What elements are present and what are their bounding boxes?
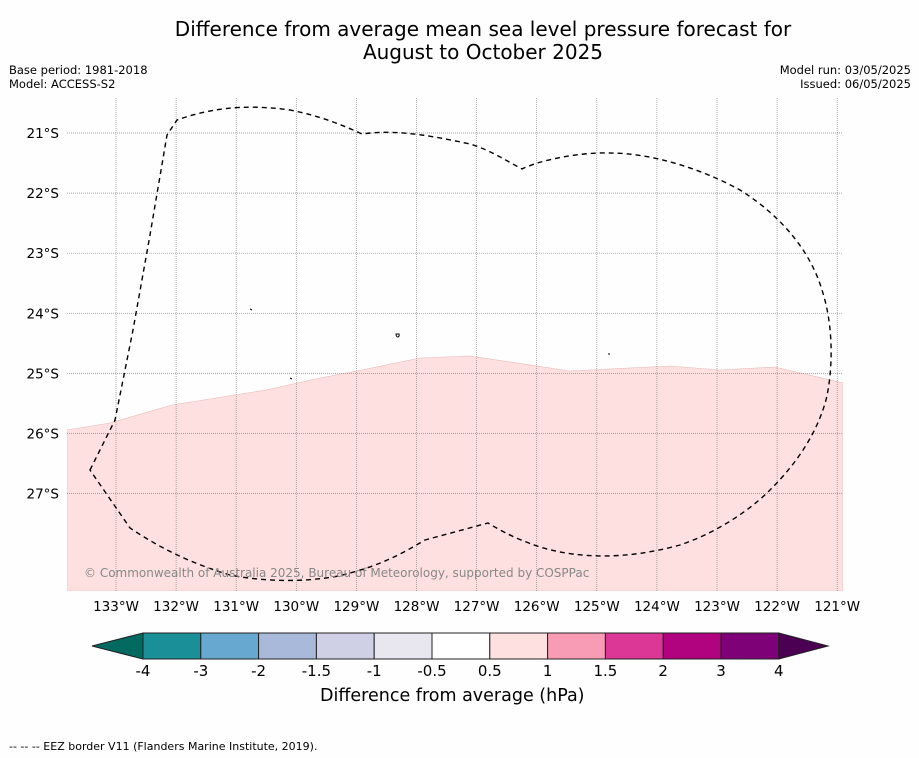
lat-label: 24°S: [27, 306, 60, 322]
colorbar: -4 -3 -2 -1.5 -1 -0.5 0.5 1 1.5 2 3 4: [91, 632, 830, 680]
lat-label: 25°S: [27, 366, 60, 382]
lat-label: 23°S: [27, 246, 60, 262]
lon-label: 122°W: [754, 599, 800, 615]
colorbar-label: 1: [543, 662, 553, 680]
map-title-line2: August to October 2025: [362, 40, 604, 64]
colorbar-label: 2: [658, 662, 668, 680]
lon-label: 129°W: [333, 599, 379, 615]
colorbar-segment: [200, 632, 260, 660]
eez-legend: -- -- -- EEZ border V11 (Flanders Marine…: [9, 740, 318, 753]
eez-border: [89, 106, 832, 582]
colorbar-segment: [547, 632, 606, 660]
colorbar-segment: [258, 632, 317, 660]
issued-date: Issued: 06/05/2025: [800, 77, 911, 91]
lat-label: 27°S: [27, 487, 60, 503]
base-period: Base period: 1981-2018: [9, 63, 148, 77]
colorbar-label: -0.5: [417, 662, 446, 680]
colorbar-segment: [662, 632, 722, 660]
model-name: Model: ACCESS-S2: [9, 77, 116, 91]
colorbar-label: -2: [251, 662, 266, 680]
meta-right: Model run: 03/05/2025 Issued: 06/05/2025: [780, 63, 911, 91]
lon-label: 123°W: [694, 599, 740, 615]
colorbar-label: -4: [136, 662, 151, 680]
colorbar-label: 1.5: [593, 662, 617, 680]
colorbar-label: 3: [716, 662, 726, 680]
map-area: © Commonwealth of Australia 2025, Bureau…: [67, 98, 843, 591]
lon-label: 132°W: [153, 599, 199, 615]
lon-label: 131°W: [213, 599, 259, 615]
lat-label: 22°S: [27, 186, 60, 202]
lon-label: 127°W: [454, 599, 500, 615]
lon-label: 125°W: [574, 599, 620, 615]
lon-label: 126°W: [514, 599, 560, 615]
lon-label: 133°W: [93, 599, 139, 615]
copyright-text: © Commonwealth of Australia 2025, Bureau…: [84, 566, 589, 580]
latitude-labels: 21°S 22°S 23°S 24°S 25°S 26°S 27°S: [27, 126, 60, 503]
lon-label: 124°W: [634, 599, 680, 615]
lon-label: 121°W: [814, 599, 860, 615]
lon-label: 128°W: [394, 599, 440, 615]
colorbar-label: 4: [774, 662, 784, 680]
colorbar-segment: [431, 632, 491, 660]
model-run: Model run: 03/05/2025: [779, 63, 911, 77]
colorbar-segment: [142, 632, 202, 660]
colorbar-segment: [373, 632, 433, 660]
lon-label: 130°W: [273, 599, 319, 615]
lat-label: 21°S: [27, 126, 60, 142]
longitude-labels: 133°W 132°W 131°W 130°W 129°W 128°W 127°W 126°W…: [93, 599, 860, 615]
colorbar-title: Difference from average (hPa): [320, 686, 585, 706]
colorbar-label: 0.5: [478, 662, 502, 680]
colorbar-extend-high: [778, 632, 830, 660]
colorbar-segment: [315, 632, 375, 660]
colorbar-label: -3: [193, 662, 208, 680]
colorbar-segment: [604, 632, 664, 660]
island-marks: [249, 308, 610, 380]
colorbar-extend-low: [91, 632, 144, 660]
lat-label: 26°S: [27, 427, 60, 443]
map-title: Difference from average mean sea level p…: [0, 18, 919, 64]
map-title-line1: Difference from average mean sea level p…: [174, 17, 792, 41]
colorbar-label: -1.5: [302, 662, 331, 680]
colorbar-label: -1: [367, 662, 382, 680]
anomaly-shaded-region: [67, 355, 843, 591]
colorbar-segment: [720, 632, 780, 660]
graticule: [67, 98, 843, 591]
colorbar-segment: [489, 632, 549, 660]
meta-left: Base period: 1981-2018 Model: ACCESS-S2: [9, 63, 148, 91]
